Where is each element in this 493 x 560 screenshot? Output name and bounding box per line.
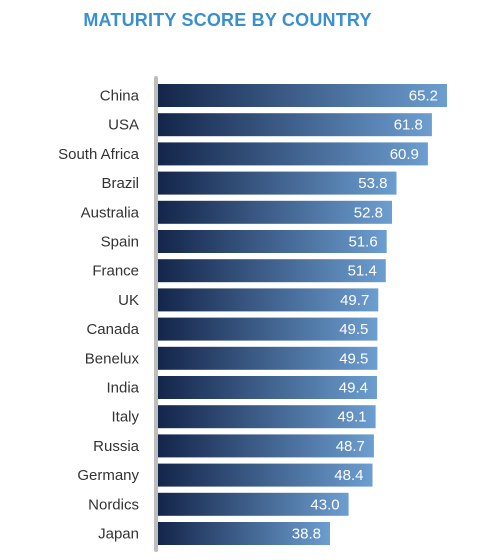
bar-nordics xyxy=(158,492,349,516)
value-label: 53.8 xyxy=(358,175,387,192)
category-label: France xyxy=(92,263,139,280)
category-label: Australia xyxy=(81,204,140,221)
value-label: 60.9 xyxy=(390,146,419,163)
bar-germany xyxy=(158,463,373,487)
value-label: 43.0 xyxy=(310,496,339,513)
bar-canada xyxy=(158,317,378,341)
category-label: UK xyxy=(118,292,139,309)
bars-group: China 65.2 USA 61.8 South Africa 60.9 Brazil 53… xyxy=(58,84,447,545)
category-label: India xyxy=(106,380,139,397)
category-label: Canada xyxy=(86,321,139,338)
category-label: Germany xyxy=(77,467,139,484)
bar-italy xyxy=(158,405,376,429)
category-label: Benelux xyxy=(85,350,140,367)
value-label: 52.8 xyxy=(354,204,383,221)
category-label: Spain xyxy=(101,234,139,251)
bar-usa xyxy=(158,113,432,137)
bar-south-africa xyxy=(158,142,428,166)
category-label: China xyxy=(100,88,140,105)
category-label: USA xyxy=(108,117,139,134)
value-label: 49.5 xyxy=(339,350,368,367)
category-label: Italy xyxy=(111,409,139,426)
value-label: 49.4 xyxy=(339,380,368,397)
value-label: 49.7 xyxy=(340,292,369,309)
value-label: 51.6 xyxy=(348,234,377,251)
bar-brazil xyxy=(158,171,397,195)
value-label: 48.4 xyxy=(334,467,363,484)
bar-uk xyxy=(158,288,379,312)
bar-russia xyxy=(158,434,374,458)
category-label: Russia xyxy=(93,438,140,455)
value-label: 51.4 xyxy=(348,263,377,280)
bar-australia xyxy=(158,200,392,224)
value-label: 49.5 xyxy=(339,321,368,338)
value-label: 38.8 xyxy=(292,526,321,543)
bar-japan xyxy=(158,522,330,545)
category-label: South Africa xyxy=(58,146,140,163)
bar-france xyxy=(158,259,386,283)
bar-china xyxy=(158,84,447,107)
bar-spain xyxy=(158,230,387,253)
category-label: Brazil xyxy=(101,175,139,192)
bar-benelux xyxy=(158,346,378,370)
chart-title: MATURITY SCORE BY COUNTRY xyxy=(83,10,372,30)
category-label: Japan xyxy=(98,526,139,543)
value-label: 48.7 xyxy=(336,438,365,455)
bar-india xyxy=(158,376,377,399)
value-label: 65.2 xyxy=(409,88,438,105)
value-label: 49.1 xyxy=(337,409,366,426)
value-label: 61.8 xyxy=(394,117,423,134)
category-label: Nordics xyxy=(88,496,139,513)
